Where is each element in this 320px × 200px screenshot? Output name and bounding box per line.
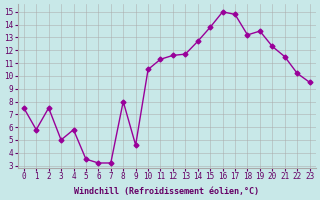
X-axis label: Windchill (Refroidissement éolien,°C): Windchill (Refroidissement éolien,°C) bbox=[74, 187, 259, 196]
